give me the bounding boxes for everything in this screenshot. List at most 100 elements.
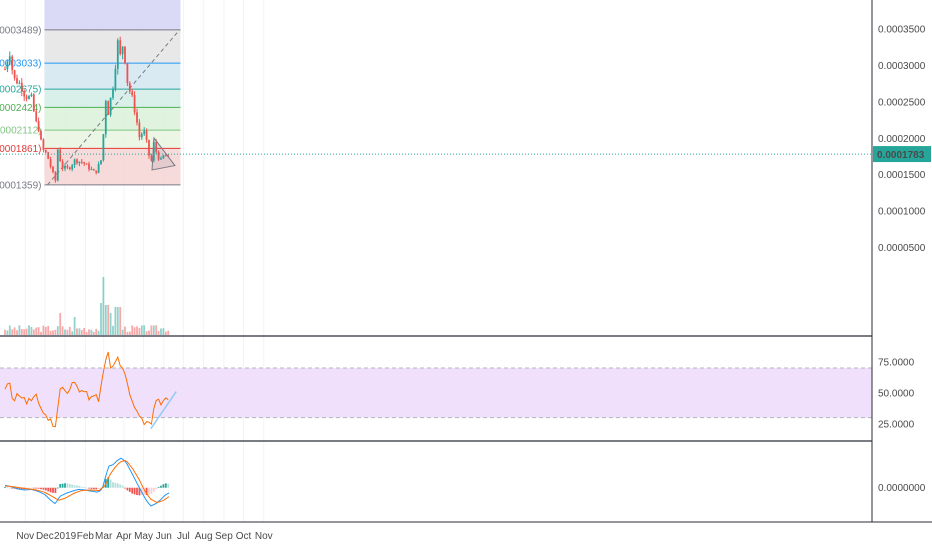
macd-histogram-bar	[11, 487, 14, 489]
macd-histogram-bar	[150, 487, 153, 494]
candle-body	[112, 88, 114, 98]
macd-histogram-bar	[88, 487, 90, 489]
candle	[107, 100, 110, 116]
candle	[97, 161, 100, 174]
time-axis[interactable]: Nov Dec 2019 Feb Mar Apr May Jun Jul Aug Sep Oct Nov	[0, 521, 932, 542]
candle	[16, 74, 18, 85]
macd-histogram-bar	[114, 482, 117, 488]
candle-body	[6, 61, 9, 70]
candle-body	[92, 169, 95, 171]
fib-level-label: 0.618(0.0002675)	[0, 85, 41, 96]
candle	[20, 78, 23, 97]
candle	[112, 86, 114, 100]
macd-line[interactable]	[4, 457, 170, 507]
time-tick-label: Dec	[36, 531, 54, 542]
candle-body	[164, 155, 167, 157]
candle-body	[76, 159, 78, 164]
candle	[40, 129, 42, 141]
macd-histogram-bar	[83, 487, 86, 488]
volume-bar	[68, 326, 71, 335]
rsi-line[interactable]	[4, 351, 169, 428]
candle-body	[64, 165, 66, 169]
macd-histogram-bar	[76, 485, 78, 488]
candle-body	[100, 160, 102, 165]
macd-histogram-bar	[164, 483, 167, 488]
fib-level-label: 0(0.0001359)	[0, 180, 41, 191]
candle	[80, 158, 83, 165]
volume-bar	[42, 325, 45, 335]
candle	[121, 46, 124, 60]
volume-bar	[59, 313, 62, 335]
macd-histogram-bar	[136, 487, 138, 496]
candle	[47, 152, 50, 160]
candle	[61, 159, 64, 172]
volume-bar	[148, 330, 150, 335]
volume-bar	[143, 325, 146, 335]
macd-histogram-bar	[66, 483, 69, 488]
candle-body	[152, 142, 155, 161]
time-tick-label: 2019	[54, 531, 77, 542]
volume-bar	[150, 325, 153, 335]
candle	[102, 133, 105, 162]
fib-trend-line[interactable]	[47, 29, 180, 186]
candle	[25, 94, 28, 102]
macd-histogram-bar	[109, 479, 112, 488]
candle	[13, 69, 16, 81]
candle	[52, 165, 54, 174]
candle-body	[30, 94, 33, 97]
candles	[4, 36, 170, 183]
fib-level-label: 0.786(0.0003033)	[0, 59, 41, 70]
volume-bar	[107, 305, 110, 335]
volume-bar	[30, 326, 33, 335]
volume-bar	[92, 331, 95, 335]
macd-signal-line[interactable]	[4, 459, 170, 503]
macd-histogram-bar	[73, 485, 76, 488]
time-tick-label: Oct	[236, 531, 252, 542]
volume-bar	[49, 330, 52, 335]
volume-bar	[16, 330, 18, 335]
time-tick-label: Jul	[177, 531, 190, 542]
candle-body	[90, 169, 93, 171]
candle-body	[61, 161, 64, 169]
macd-histogram-bar	[85, 487, 88, 489]
candle-body	[160, 158, 162, 160]
time-tick-label: Nov	[255, 531, 273, 542]
current-price-label: 0.0001783	[873, 146, 931, 163]
macd-histogram-bar	[128, 487, 131, 492]
candle-body	[8, 56, 11, 62]
volume-bar	[136, 326, 138, 335]
volume-bar	[37, 327, 40, 335]
candle-body	[104, 101, 107, 135]
candle	[30, 92, 33, 98]
candle-body	[54, 172, 57, 181]
macd-pane[interactable]	[4, 457, 170, 507]
rsi-trend-line[interactable]	[150, 391, 177, 430]
candle	[42, 138, 45, 153]
volume-bar	[157, 330, 160, 335]
candle-body	[131, 91, 134, 96]
macd-histogram-bar	[95, 487, 98, 490]
candle	[76, 158, 78, 165]
rsi-pane[interactable]	[0, 351, 872, 430]
candle-body	[68, 167, 71, 170]
candle	[128, 81, 131, 94]
volume-bar	[64, 329, 66, 335]
candle-body	[155, 142, 158, 152]
time-tick-label: Aug	[195, 531, 213, 542]
candle-body	[140, 133, 143, 138]
candle-body	[136, 112, 138, 123]
volume-bar	[83, 328, 86, 335]
price-pane[interactable]: 1(0.0003489) 0.786(0.0003033) 0.618(0.0002…	[0, 0, 872, 522]
candle	[71, 163, 74, 172]
macd-histogram-bar	[35, 487, 38, 489]
candle	[56, 148, 59, 182]
candle-body	[143, 130, 146, 134]
volume-bar	[78, 328, 81, 335]
candle-body	[11, 56, 14, 71]
macd-histogram-bar	[133, 487, 136, 495]
price-scale-bg	[872, 0, 932, 550]
candle	[90, 166, 93, 171]
volume-bar	[47, 325, 50, 335]
